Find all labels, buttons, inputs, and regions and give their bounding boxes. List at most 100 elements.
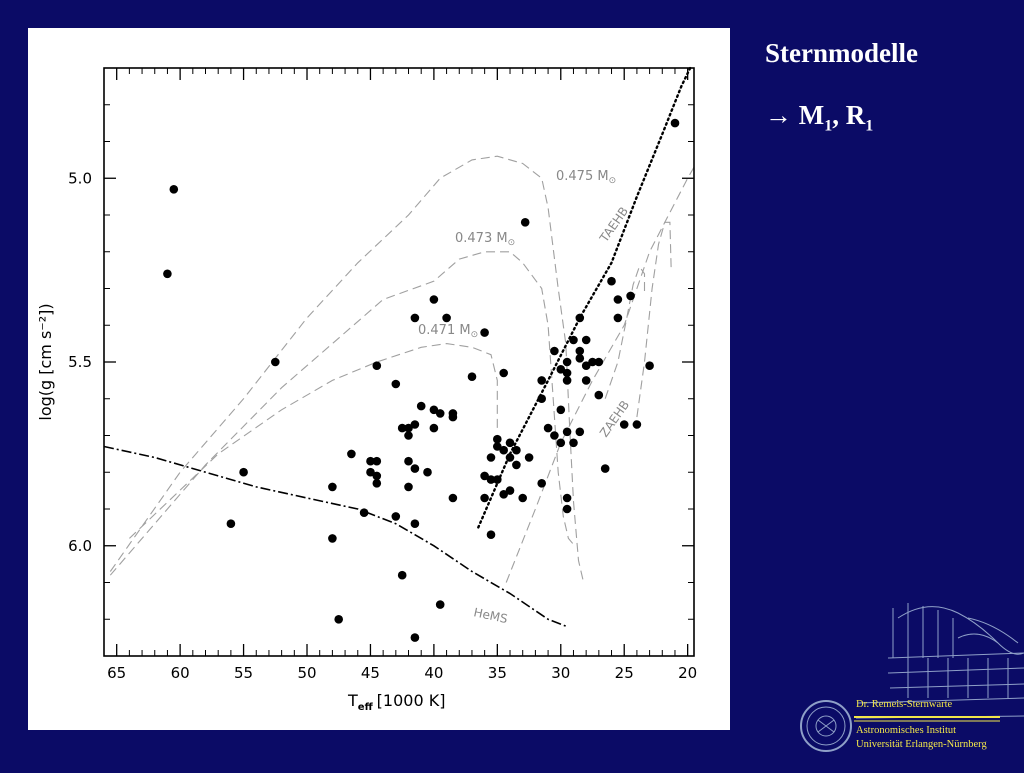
curve-label-0471: 0.471 M⊙ — [418, 323, 478, 340]
data-point — [550, 346, 559, 356]
data-point — [410, 420, 420, 429]
data-point — [493, 434, 502, 444]
data-point — [619, 420, 629, 429]
data-point — [347, 449, 356, 459]
data-point — [410, 519, 420, 528]
data-point — [594, 357, 604, 367]
data-point — [562, 376, 572, 385]
data-point — [334, 615, 344, 624]
data-point — [448, 493, 458, 503]
x-tick-label: 25 — [615, 664, 634, 682]
data-point — [569, 335, 578, 345]
logo-line-2: Astronomisches Institut — [856, 725, 957, 736]
x-tick-label: 40 — [424, 664, 443, 682]
data-point — [505, 453, 515, 462]
y-tick-label: 5.5 — [68, 353, 92, 371]
logo-line-3: Universität Erlangen-Nürnberg — [856, 739, 987, 750]
data-point — [366, 467, 375, 477]
data-point — [404, 431, 413, 440]
data-point — [410, 313, 420, 323]
track-0473 — [109, 251, 576, 576]
y-tick-label: 5.0 — [68, 169, 92, 187]
x-tick-label: 50 — [297, 664, 316, 682]
hems-line — [103, 445, 568, 628]
data-point — [581, 361, 591, 371]
data-point — [607, 276, 616, 286]
data-point — [410, 464, 420, 473]
data-point — [562, 493, 572, 503]
mass-subscript: 1 — [824, 117, 833, 135]
data-point — [493, 475, 502, 484]
data-point — [505, 438, 515, 448]
data-point — [520, 218, 530, 227]
data-point — [512, 460, 521, 470]
data-point — [562, 368, 572, 378]
arrow-symbol: → — [765, 100, 792, 130]
data-point — [391, 379, 401, 389]
data-point — [486, 453, 496, 462]
data-point — [486, 530, 496, 539]
x-tick-label: 65 — [107, 664, 126, 682]
data-point — [486, 475, 496, 484]
slide-subtitle: → M1, R1 — [765, 100, 873, 135]
zaehb-line — [505, 166, 695, 583]
logo-line-1: Dr. Remeis-Sternwarte — [856, 699, 953, 710]
data-point — [537, 394, 546, 404]
data-point — [169, 185, 179, 194]
chart-panel: 65 60 55 50 45 40 35 30 25 20 5.0 5.5 6.0 0.475 M⊙ 0… — [28, 28, 730, 730]
points-layer — [163, 118, 680, 642]
data-point — [480, 493, 489, 503]
y-axis-label: log(g [cm s⁻²]) — [36, 303, 55, 420]
data-point — [581, 376, 591, 385]
ticks-layer: 65 60 55 50 45 40 35 30 25 20 5.0 5.5 6.0 — [68, 68, 697, 682]
track-0475 — [109, 155, 585, 583]
x-tick-label: 45 — [361, 664, 380, 682]
data-point — [575, 354, 585, 363]
radius-subscript: 1 — [865, 117, 874, 135]
data-point — [600, 464, 610, 473]
data-point — [435, 600, 445, 609]
data-point — [404, 482, 413, 492]
x-tick-label: 55 — [234, 664, 253, 682]
data-point — [366, 456, 375, 466]
data-point — [429, 405, 439, 415]
y-tick-label: 6.0 — [68, 537, 92, 555]
data-point — [499, 490, 509, 499]
data-point — [537, 376, 546, 385]
data-point — [575, 346, 585, 356]
track-0471 — [129, 343, 498, 539]
x-tick-label: 35 — [488, 664, 507, 682]
data-point — [480, 471, 489, 481]
observatory-building-icon — [800, 603, 1024, 752]
data-point — [442, 313, 451, 323]
radius-symbol: R — [845, 100, 866, 130]
data-point — [594, 390, 604, 400]
track-extra-2 — [604, 265, 646, 399]
data-point — [632, 420, 642, 429]
data-point — [372, 479, 382, 488]
data-point — [626, 291, 635, 301]
taehb-line — [477, 66, 692, 529]
data-point — [499, 445, 509, 455]
data-point — [328, 482, 337, 492]
data-point — [404, 423, 413, 433]
curve-label-0475: 0.475 M⊙ — [556, 169, 616, 186]
data-point — [499, 368, 509, 378]
scatter-chart: 65 60 55 50 45 40 35 30 25 20 5.0 5.5 6.0 0.475 M⊙ 0… — [36, 66, 697, 713]
data-point — [645, 361, 654, 371]
data-point — [397, 423, 407, 433]
track-extra-1 — [636, 221, 672, 418]
data-point — [562, 357, 572, 367]
data-point — [512, 445, 521, 455]
data-point — [550, 431, 559, 440]
data-point — [397, 570, 407, 580]
data-point — [480, 328, 489, 337]
data-point — [467, 372, 477, 382]
data-point — [562, 427, 572, 437]
data-point — [569, 438, 578, 448]
university-seal-icon — [800, 700, 852, 752]
data-point — [505, 486, 515, 495]
x-tick-label: 60 — [171, 664, 190, 682]
slide-title: Sternmodelle — [765, 38, 918, 68]
data-point — [670, 118, 680, 128]
